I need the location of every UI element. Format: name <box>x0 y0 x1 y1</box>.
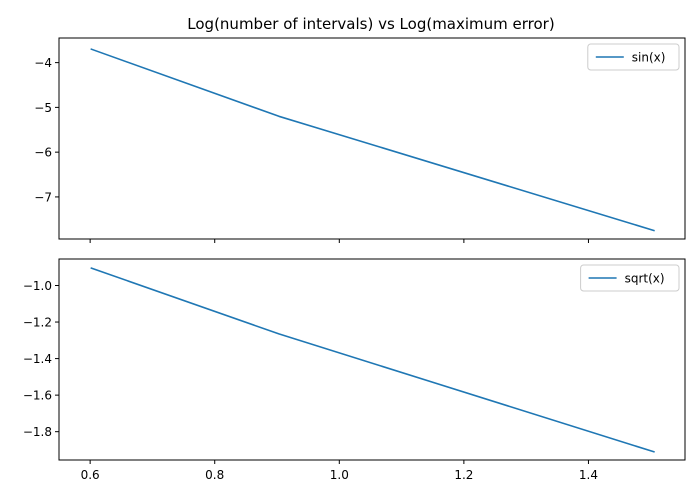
legend-label: sin(x) <box>632 51 666 65</box>
y-tick-label: −1.0 <box>23 279 52 293</box>
legend: sin(x) <box>587 43 680 71</box>
axes-layer: −4 −5 −6 −7 sin(x) −1.0 −1.2 −1.4 −1.6 −1.8 0.6 0.8… <box>23 37 686 482</box>
series-line <box>90 267 655 453</box>
legend-label: sqrt(x) <box>625 272 665 286</box>
y-tick-label: −6 <box>34 146 52 160</box>
x-tick-label: 1.0 <box>330 468 349 482</box>
subplot-1: −4 −5 −6 −7 sin(x) <box>34 37 686 243</box>
y-tick-label: −4 <box>34 56 52 70</box>
legend: sqrt(x) <box>580 264 680 292</box>
x-tick-label: 0.8 <box>205 468 224 482</box>
x-tick-label: 0.6 <box>81 468 100 482</box>
chart-title: Log(number of intervals) vs Log(maximum … <box>187 15 554 33</box>
y-tick-label: −1.4 <box>23 352 52 366</box>
subplot-2: −1.0 −1.2 −1.4 −1.6 −1.8 0.6 0.8 1.0 1.2 1.4 sqrt(… <box>23 258 686 482</box>
axes-frame <box>58 37 686 240</box>
y-tick-label: −7 <box>34 190 52 204</box>
x-tick-label: 1.2 <box>454 468 473 482</box>
legend-box <box>587 43 680 71</box>
y-tick-label: −1.2 <box>23 316 52 330</box>
y-tick-label: −1.8 <box>23 425 52 439</box>
series-line <box>90 48 655 232</box>
legend-box <box>580 264 680 292</box>
x-tick-label: 1.4 <box>579 468 598 482</box>
y-tick-label: −5 <box>34 101 52 115</box>
y-tick-label: −1.6 <box>23 389 52 403</box>
axes-frame <box>58 258 686 461</box>
